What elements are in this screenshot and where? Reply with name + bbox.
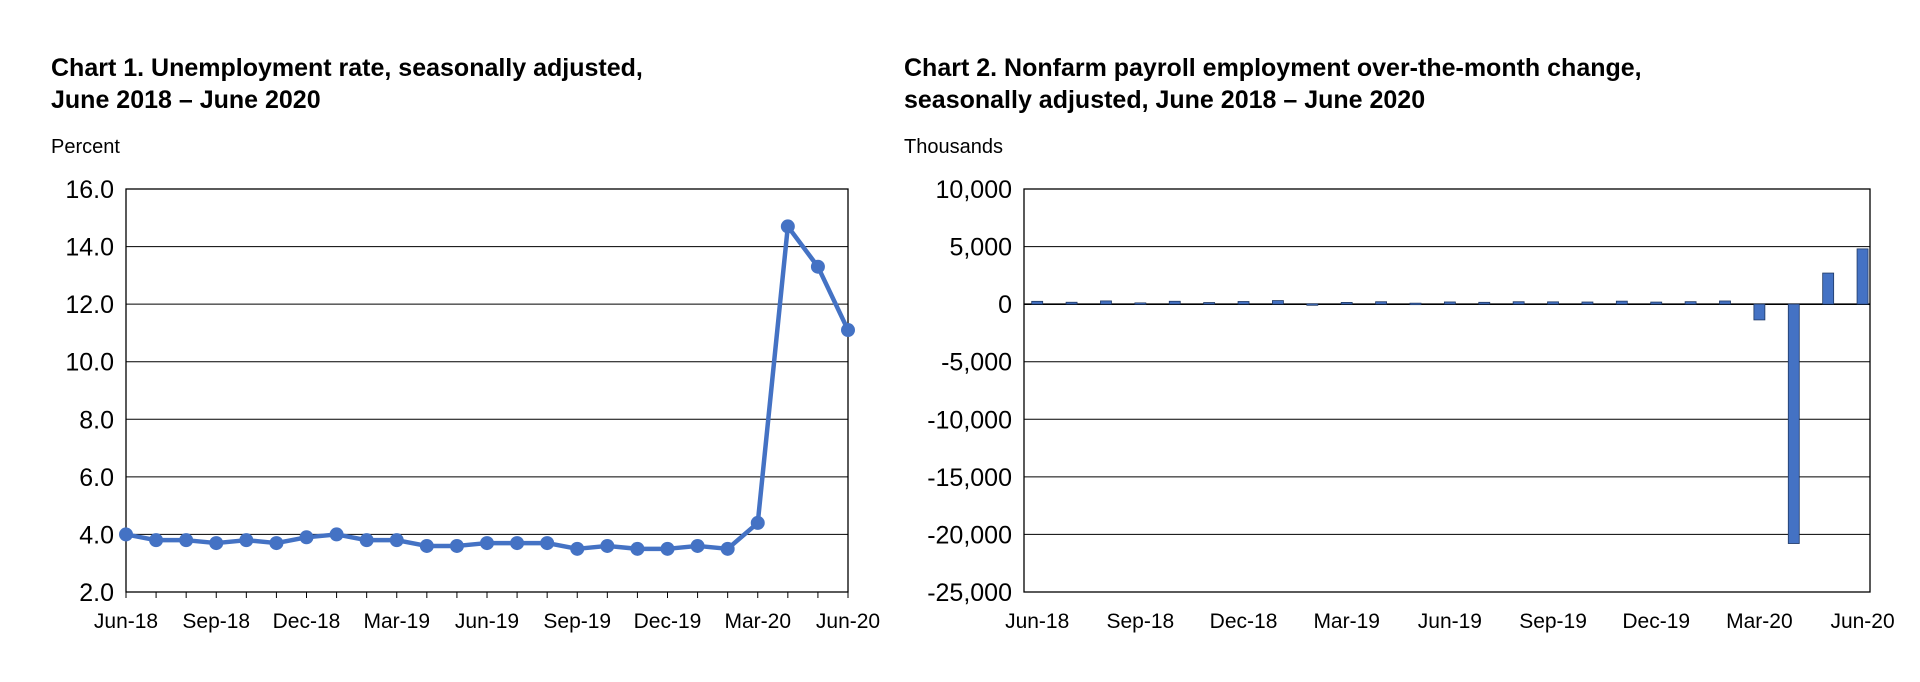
- data-point: [810, 259, 825, 274]
- data-point: [570, 541, 585, 556]
- data-point: [841, 323, 855, 338]
- y-tick-label: -25,000: [927, 579, 1012, 607]
- y-tick-label: -15,000: [927, 464, 1012, 492]
- x-tick-label: Sep-18: [182, 610, 250, 633]
- y-tick-label: 6.0: [79, 464, 114, 492]
- data-point: [239, 533, 254, 548]
- data-point: [750, 515, 765, 530]
- data-point: [510, 536, 525, 551]
- y-tick-label: 2.0: [79, 579, 114, 607]
- data-point: [690, 538, 705, 553]
- chart-1-title-line-1: Chart 1. Unemployment rate, seasonally a…: [51, 54, 643, 82]
- y-tick-label: -20,000: [927, 521, 1012, 549]
- payroll-change-bar: [1375, 301, 1387, 305]
- payroll-change-bar: [1443, 301, 1456, 305]
- x-tick-label: Jun-19: [455, 610, 519, 633]
- payroll-change-bar: [1134, 302, 1147, 305]
- unemployment-rate-line: [125, 224, 851, 552]
- plot-frame: [125, 188, 849, 593]
- payroll-change-bar: [1237, 301, 1250, 305]
- data-point: [389, 533, 404, 548]
- plot-frame: [1023, 188, 1871, 593]
- payroll-change-bar: [1650, 301, 1663, 305]
- y-tick-label: 16.0: [65, 176, 114, 204]
- y-tick-label: 12.0: [65, 291, 114, 319]
- chart-1-title-line-2: June 2018 – June 2020: [51, 86, 321, 114]
- chart-1-y-axis-label: Percent: [51, 136, 120, 158]
- payroll-change-bar: [1856, 248, 1869, 305]
- payroll-change-bar: [1547, 301, 1559, 305]
- payroll-change-bar: [1822, 272, 1835, 305]
- payroll-change-bar: [1168, 300, 1181, 305]
- payroll-change-bar: [1203, 302, 1216, 305]
- chart-2-title-line-2: seasonally adjusted, June 2018 – June 20…: [904, 86, 1426, 114]
- payroll-change-bar: [1581, 301, 1594, 305]
- data-point: [179, 533, 194, 548]
- y-tick-label: 10.0: [65, 349, 114, 377]
- chart-2-title: Chart 2. Nonfarm payroll employment over…: [904, 52, 1884, 116]
- data-point: [630, 541, 645, 556]
- x-tick-label: Mar-19: [1313, 610, 1380, 633]
- payroll-change-bar: [1719, 300, 1731, 305]
- data-point: [720, 541, 735, 556]
- y-tick-label: 14.0: [65, 234, 114, 262]
- y-tick-label: -10,000: [927, 406, 1012, 434]
- chart-2-nonfarm-payroll: Chart 2. Nonfarm payroll employment over…: [890, 0, 1920, 682]
- x-tick-label: Mar-20: [724, 610, 791, 633]
- y-tick-label: 10,000: [936, 176, 1012, 204]
- data-point: [119, 527, 133, 542]
- x-tick-label: Sep-18: [1107, 610, 1175, 633]
- x-tick-label: Jun-20: [816, 610, 880, 633]
- x-tick-label: Mar-19: [363, 610, 430, 633]
- x-tick-label: Sep-19: [543, 610, 611, 633]
- data-point: [359, 533, 374, 548]
- data-point: [600, 538, 615, 553]
- chart-2-y-axis-label: Thousands: [904, 136, 1003, 158]
- data-point: [449, 538, 464, 553]
- data-point: [780, 219, 795, 234]
- payroll-change-bar: [1306, 303, 1319, 306]
- chart-2-plot: -25,000 -20,000 -15,000 -10,000 -5,000 0 5,000…: [927, 176, 1894, 633]
- data-point: [269, 536, 284, 551]
- payroll-change-bar: [1684, 301, 1697, 305]
- payroll-change-bar: [1753, 303, 1766, 321]
- x-tick-label: Dec-18: [273, 610, 341, 633]
- data-point: [149, 533, 164, 548]
- payroll-change-bar: [1340, 302, 1353, 305]
- payroll-change-bar: [1512, 301, 1525, 305]
- x-tick-label: Jun-18: [1005, 610, 1069, 633]
- y-tick-label: 0: [998, 291, 1012, 319]
- x-tick-label: Jun-19: [1418, 610, 1482, 633]
- x-tick-label: Dec-18: [1210, 610, 1278, 633]
- chart-1-title: Chart 1. Unemployment rate, seasonally a…: [51, 52, 871, 116]
- chart-1-plot: 2.0 4.0 6.0 8.0 10.0 12.0 14.0 16.0 Jun-18 Sep-18…: [65, 176, 880, 633]
- y-tick-label: -5,000: [941, 349, 1012, 377]
- data-point: [329, 527, 344, 542]
- x-tick-label: Jun-20: [1830, 610, 1894, 633]
- x-tick-label: Sep-19: [1519, 610, 1587, 633]
- chart-1-unemployment-rate: Chart 1. Unemployment rate, seasonally a…: [0, 0, 890, 682]
- payroll-change-bar: [1409, 302, 1422, 306]
- chart-2-title-line-1: Chart 2. Nonfarm payroll employment over…: [904, 54, 1642, 82]
- data-point: [480, 536, 494, 551]
- data-point: [299, 530, 314, 545]
- payroll-change-bar: [1615, 300, 1628, 305]
- y-tick-label: 4.0: [79, 521, 114, 549]
- x-tick-label: Jun-18: [94, 610, 158, 633]
- payroll-change-bar: [1478, 301, 1491, 305]
- x-tick-label: Mar-20: [1726, 610, 1793, 633]
- data-point: [419, 538, 434, 553]
- x-tick-label: Dec-19: [1622, 610, 1690, 633]
- x-tick-label: Dec-19: [634, 610, 702, 633]
- payroll-change-bar: [1272, 300, 1284, 305]
- y-tick-label: 5,000: [949, 234, 1012, 262]
- y-tick-label: 8.0: [79, 406, 114, 434]
- payroll-change-bar: [1065, 301, 1078, 305]
- data-point: [660, 541, 675, 556]
- data-point: [540, 536, 555, 551]
- payroll-change-bar: [1100, 300, 1112, 305]
- payroll-change-bar: [1787, 303, 1800, 544]
- data-point: [209, 536, 224, 551]
- payroll-change-bar: [1031, 300, 1044, 305]
